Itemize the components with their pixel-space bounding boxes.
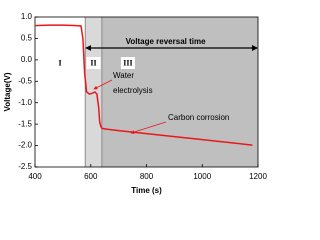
annotation-arrow: [93, 79, 113, 90]
region: [35, 17, 86, 167]
region-label-box: [86, 57, 101, 69]
region-label: I: [59, 58, 62, 67]
annotation: Water: [113, 71, 134, 80]
x-tick-label: 600: [84, 172, 98, 181]
y-tick-label: -2.0: [18, 141, 32, 150]
x-tick-label: 800: [140, 172, 154, 181]
y-tick-label: -2.5: [18, 162, 32, 171]
x-axis-label: Time (s): [131, 186, 162, 195]
y-tick-label: -1.0: [18, 98, 32, 107]
region-label-box: [53, 57, 68, 69]
y-tick-label: -1.5: [18, 119, 32, 128]
annotation: electrolysis: [113, 86, 153, 95]
y-tick-label: -0.5: [18, 76, 32, 85]
y-tick-label: 1.0: [21, 12, 33, 21]
region-label: III: [123, 58, 132, 67]
region-label: II: [90, 58, 96, 67]
x-tick-label: 400: [28, 172, 42, 181]
region: [101, 17, 259, 167]
annotation-arrow: [130, 121, 167, 134]
y-tick-label: 0.5: [21, 34, 33, 43]
x-tick-label: 1000: [193, 172, 211, 181]
y-axis-label: Voltage(V): [3, 72, 12, 111]
y-tick-label: 0.0: [21, 55, 33, 64]
region-label-box: [120, 57, 135, 69]
span-label: Voltage reversal time: [126, 37, 206, 46]
x-tick-label: 1200: [249, 172, 267, 181]
annotation: Carbon corrosion: [168, 113, 229, 122]
line: [34, 24, 253, 146]
